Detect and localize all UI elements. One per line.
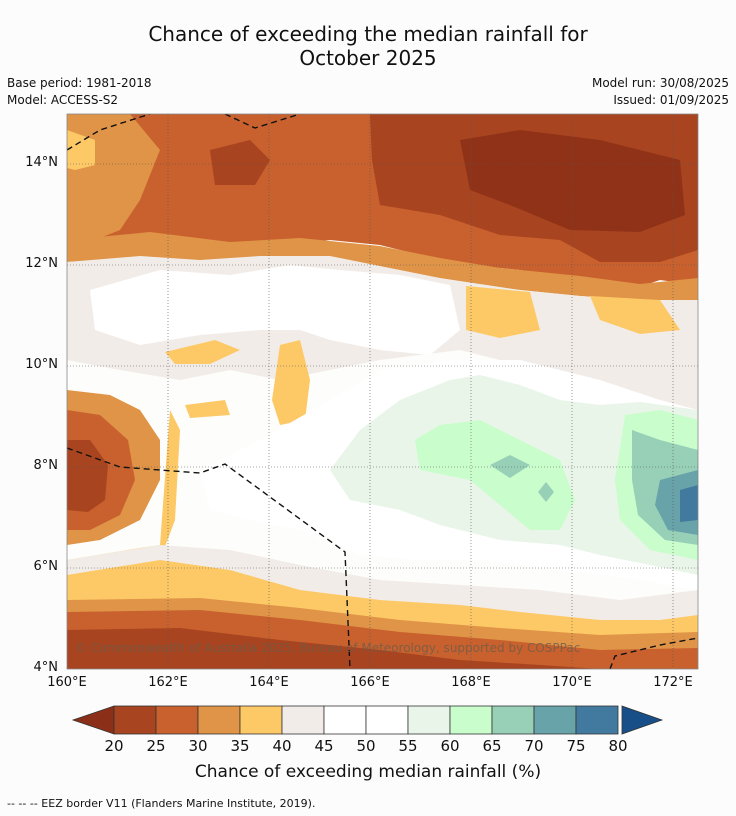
region-north-20 (460, 130, 685, 232)
lat-label-14n: 14°N (25, 155, 58, 170)
lon-label-168e: 168°E (451, 675, 491, 690)
colorbar-title: Chance of exceeding median rainfall (%) (194, 762, 542, 782)
colorbar-cell (197, 705, 241, 735)
region-south-45 (67, 545, 698, 625)
colorbar-tick-label: 60 (440, 737, 460, 755)
lon-label-166e: 166°E (350, 675, 390, 690)
colorbar-cell (113, 705, 157, 735)
region-band-35 (67, 232, 698, 300)
model-name: Model: ACCESS-S2 (7, 93, 119, 107)
colorbar-tick-label: 75 (566, 737, 586, 755)
map-title: Chance of exceeding the median rainfall … (0, 22, 736, 70)
colorbar-tick-label: 70 (524, 737, 544, 755)
region-south-40 (67, 560, 698, 640)
colorbar-cell (407, 705, 451, 735)
colorbar-tick-label: 65 (482, 737, 502, 755)
eez-borders (67, 114, 698, 669)
footer-eez-note: -- -- -- EEZ border V11 (Flanders Marine… (7, 797, 316, 810)
colorbar-under-arrow (71, 705, 115, 735)
lon-label-160e: 160°E (47, 675, 87, 690)
lon-label-172e: 172°E (653, 675, 693, 690)
colorbar-cells (113, 705, 619, 735)
colorbar-tick-label: 45 (314, 737, 334, 755)
colorbar-cell (365, 705, 409, 735)
region-west-25 (67, 440, 108, 512)
colorbar-cell (491, 705, 535, 735)
colorbar-cell (323, 705, 367, 735)
colorbar (71, 705, 664, 735)
colorbar-cell (449, 705, 493, 735)
region-40-a (466, 286, 540, 338)
meta-right: Model run: 30/08/2025 Issued: 01/09/2025 (592, 75, 729, 109)
colorbar-cell (281, 705, 325, 735)
map-frame (66, 113, 699, 670)
copyright-notice: © Commonwealth of Australia 2025, Bureau… (75, 641, 581, 655)
issued-date: Issued: 01/09/2025 (613, 93, 729, 107)
meta-left: Base period: 1981-2018 Model: ACCESS-S2 (7, 75, 152, 109)
colorbar-cell (239, 705, 283, 735)
lat-label-6n: 6°N (33, 559, 59, 574)
model-run: Model run: 30/08/2025 (591, 76, 729, 90)
lat-label-8n: 8°N (33, 458, 59, 473)
region-65-a (490, 455, 530, 478)
region-south-25 (67, 628, 600, 669)
colorbar-cell (575, 705, 619, 735)
colorbar-tick-label: 40 (272, 737, 292, 755)
map-field (67, 114, 698, 669)
base-period: Base period: 1981-2018 (7, 76, 152, 90)
region-75-east (680, 485, 698, 522)
colorbar-tick-label: 55 (398, 737, 418, 755)
lon-label-170e: 170°E (552, 675, 592, 690)
region-40-d (165, 340, 240, 364)
colorbar-tick-label: 20 (104, 737, 124, 755)
colorbar-tick-label: 25 (146, 737, 166, 755)
region-40-b (590, 296, 680, 334)
title-line-2: October 2025 (299, 46, 437, 70)
region-north-25b (210, 140, 270, 185)
lon-label-164e: 164°E (249, 675, 289, 690)
lat-label-10n: 10°N (25, 357, 58, 372)
colorbar-cell (533, 705, 577, 735)
lon-label-162e: 162°E (148, 675, 188, 690)
colorbar-tick-label: 80 (608, 737, 628, 755)
graticule (67, 114, 698, 669)
colorbar-over-arrow (621, 705, 664, 735)
colorbar-tick-label: 30 (188, 737, 208, 755)
region-50-north (90, 265, 460, 355)
colorbar-tick-label: 50 (356, 737, 376, 755)
region-north-40a (67, 130, 95, 170)
lat-label-4n: 4°N (33, 660, 59, 675)
region-65-b (538, 482, 554, 502)
region-40-f (185, 400, 230, 418)
lat-label-12n: 12°N (25, 256, 58, 271)
colorbar-tick-label: 35 (230, 737, 250, 755)
title-line-1: Chance of exceeding the median rainfall … (148, 22, 588, 46)
region-60 (415, 420, 575, 530)
region-40-e (272, 340, 310, 425)
colorbar-cell (155, 705, 199, 735)
